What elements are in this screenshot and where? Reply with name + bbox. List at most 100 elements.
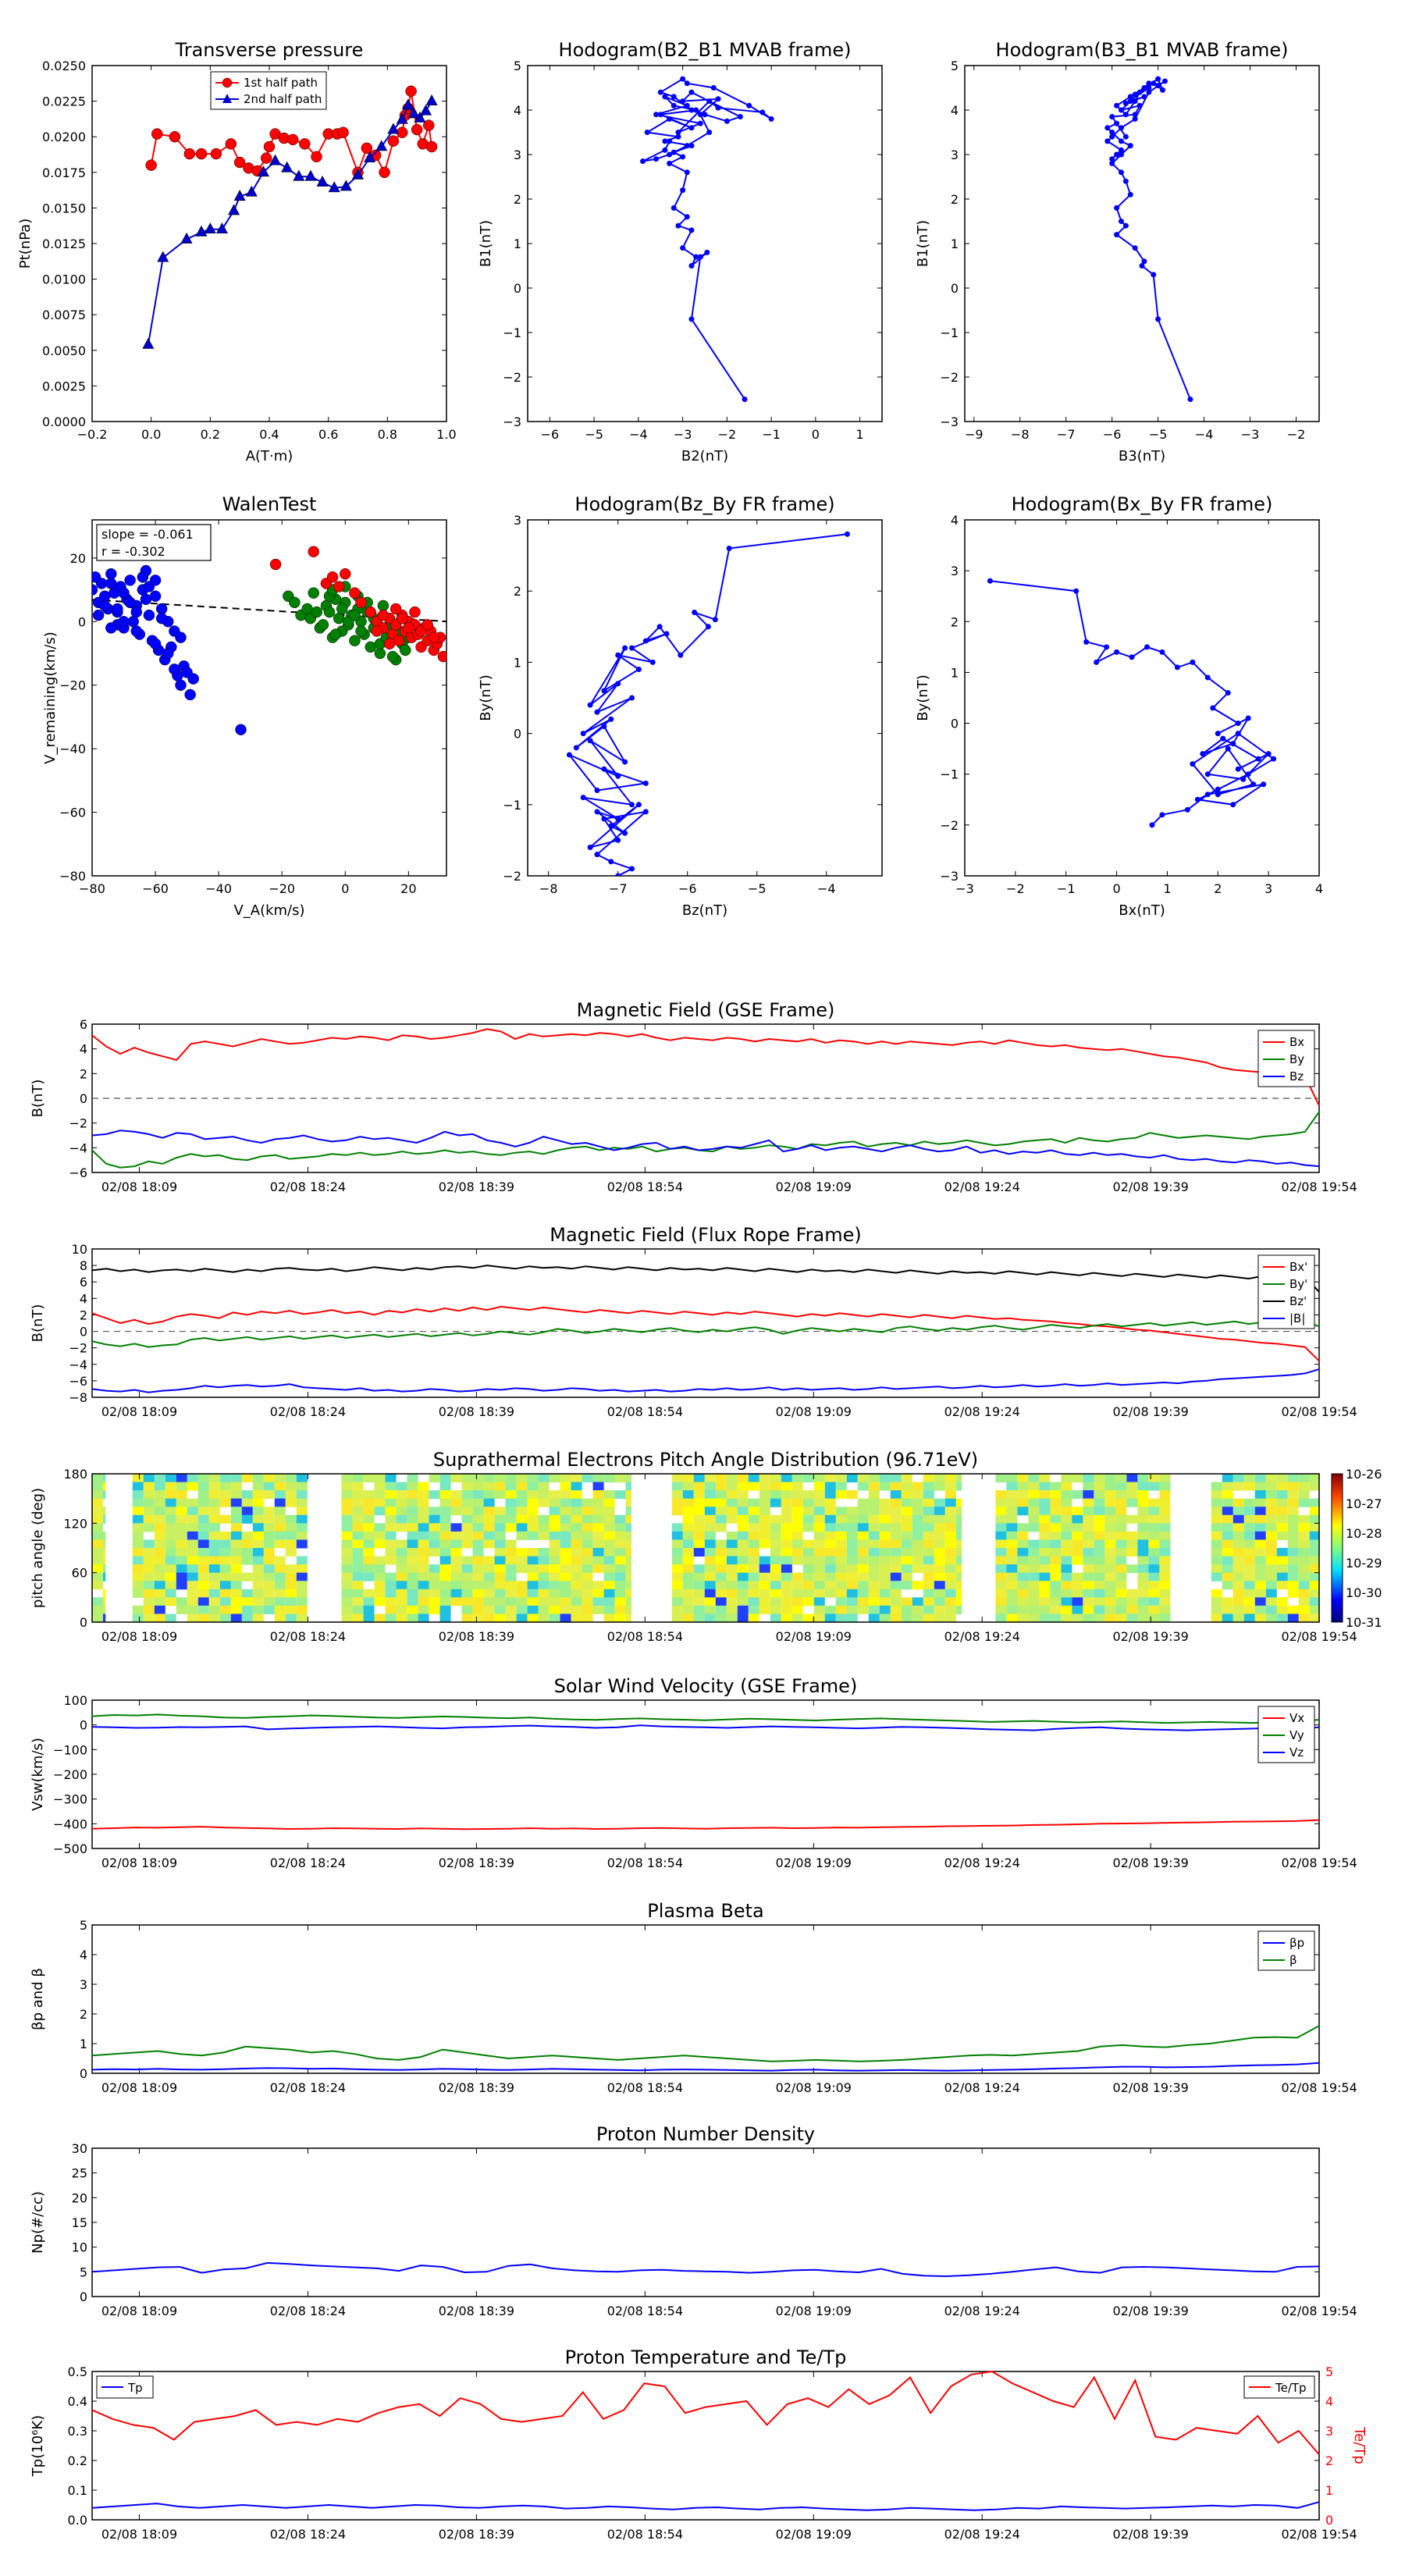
pad-heatmap-cell bbox=[1298, 1572, 1310, 1582]
h1-data-point bbox=[684, 143, 690, 149]
pad-heatmap-cell bbox=[494, 1597, 506, 1606]
ts6-legend-right-label: Te/Tp bbox=[1275, 2381, 1307, 2395]
pad-heatmap-cell bbox=[955, 1564, 962, 1574]
pad-heatmap-cell bbox=[1039, 1564, 1051, 1574]
pad-heatmap-cell bbox=[835, 1597, 847, 1606]
pad-heatmap-cell bbox=[418, 1581, 429, 1590]
h2-data-point bbox=[1146, 80, 1152, 87]
h1-data-point bbox=[667, 160, 673, 166]
pad-heatmap-cell bbox=[285, 1614, 297, 1623]
pad-heatmap-cell bbox=[165, 1572, 176, 1582]
pad-heatmap-cell bbox=[549, 1514, 560, 1524]
h2-data-point bbox=[1104, 125, 1111, 131]
pad-heatmap-cell bbox=[407, 1474, 418, 1483]
pad-heatmap-cell bbox=[1232, 1589, 1244, 1598]
pad-heatmap-cell bbox=[1159, 1523, 1171, 1532]
pad-heatmap-cell bbox=[143, 1548, 155, 1557]
pad-heatmap-cell bbox=[450, 1474, 462, 1483]
pad-heatmap-cell bbox=[571, 1556, 582, 1565]
h4-plot-area bbox=[987, 578, 1277, 828]
h1-ytick-label: 3 bbox=[514, 148, 521, 162]
h4-xtick-label: 2 bbox=[1214, 881, 1222, 896]
pt-x-axis-label: A(T·m) bbox=[246, 448, 293, 464]
pad-heatmap-cell bbox=[901, 1564, 912, 1574]
pad-heatmap-cell bbox=[374, 1614, 386, 1623]
pad-heatmap-cell bbox=[737, 1507, 749, 1516]
pad-heatmap-cell bbox=[726, 1531, 738, 1540]
wt-data-point bbox=[437, 650, 446, 663]
pad-heatmap-cell bbox=[285, 1581, 297, 1590]
pad-heatmap-cell bbox=[1104, 1523, 1116, 1532]
pad-heatmap-cell bbox=[1309, 1507, 1319, 1516]
h2-data-point bbox=[1109, 130, 1115, 135]
pad-heatmap-cell bbox=[341, 1605, 353, 1614]
pad-heatmap-cell bbox=[429, 1589, 440, 1598]
pad-heatmap-cell bbox=[208, 1482, 220, 1491]
pad-heatmap-cell bbox=[1050, 1539, 1062, 1549]
h1-data-point bbox=[657, 112, 663, 118]
pad-heatmap-cell bbox=[197, 1482, 209, 1491]
ts5-time-tick-label: 02/08 19:24 bbox=[944, 2304, 1020, 2318]
h3-data-point bbox=[615, 837, 621, 843]
pad-heatmap-cell bbox=[995, 1614, 1007, 1623]
pad-heatmap-cell bbox=[1104, 1605, 1116, 1614]
wt-data-point bbox=[124, 596, 136, 609]
pad-heatmap-cell bbox=[483, 1605, 495, 1614]
pad-heatmap-cell bbox=[934, 1539, 945, 1549]
pad-heatmap-cell bbox=[208, 1589, 220, 1598]
pad-heatmap-cell bbox=[737, 1531, 749, 1540]
pad-heatmap-cell bbox=[1028, 1490, 1040, 1500]
pad-heatmap-cell bbox=[560, 1531, 571, 1540]
pad-heatmap-cell bbox=[1159, 1531, 1171, 1540]
pt-data-point bbox=[293, 169, 305, 181]
pad-heatmap-cell bbox=[995, 1589, 1007, 1598]
pad-heatmap-cell bbox=[791, 1539, 803, 1549]
pad-heatmap-cell bbox=[693, 1507, 705, 1516]
ts5-time-tick-label: 02/08 19:09 bbox=[776, 2304, 852, 2318]
pad-heatmap-cell bbox=[1222, 1523, 1233, 1532]
pad-heatmap-cell bbox=[1222, 1581, 1233, 1590]
pad-heatmap-cell bbox=[538, 1597, 550, 1606]
pad-heatmap-cell bbox=[154, 1498, 165, 1507]
h4-title: Hodogram(Bx_By FR frame) bbox=[1012, 493, 1273, 515]
pad-heatmap-cell bbox=[715, 1523, 727, 1532]
pad-heatmap-cell bbox=[472, 1581, 484, 1590]
h3-data-point bbox=[844, 531, 850, 537]
wt-data-point bbox=[383, 638, 396, 650]
pad-heatmap-cell bbox=[582, 1523, 593, 1532]
pad-heatmap-cell bbox=[1094, 1514, 1105, 1524]
pad-heatmap-cell bbox=[505, 1564, 517, 1574]
h2-data-point bbox=[1127, 143, 1133, 149]
ts6-ytick-label: 0.0 bbox=[68, 2513, 87, 2528]
pad-heatmap-cell bbox=[879, 1539, 891, 1549]
ts1-title: Magnetic Field (GSE Frame) bbox=[577, 999, 835, 1021]
pt-data-point bbox=[145, 159, 157, 171]
h3-data-point bbox=[587, 845, 593, 851]
pad-heatmap-cell bbox=[1148, 1614, 1160, 1623]
pad-heatmap-cell bbox=[1243, 1474, 1255, 1483]
pad-heatmap-cell bbox=[1072, 1589, 1083, 1598]
pt-data-point bbox=[287, 133, 299, 146]
pad-heatmap-cell bbox=[1115, 1474, 1127, 1483]
pad-heatmap-cell bbox=[374, 1539, 386, 1549]
pad-heatmap-cell bbox=[1028, 1548, 1040, 1557]
h4-ytick-label: −1 bbox=[940, 767, 959, 782]
pad-heatmap-cell bbox=[132, 1482, 144, 1491]
pad-heatmap-cell bbox=[165, 1597, 176, 1606]
pad-heatmap-cell bbox=[1276, 1597, 1288, 1606]
pad-heatmap-cell bbox=[802, 1514, 814, 1524]
pad-heatmap-cell bbox=[1298, 1614, 1310, 1623]
pad-heatmap-cell bbox=[483, 1564, 495, 1574]
pad-heatmap-cell bbox=[944, 1605, 956, 1614]
pad-heatmap-cell bbox=[1276, 1605, 1288, 1614]
pad-heatmap-cell bbox=[824, 1564, 836, 1574]
pad-heatmap-cell bbox=[715, 1548, 727, 1557]
ts5-ytick-label: 30 bbox=[72, 2141, 87, 2156]
h1-xtick-label: 0 bbox=[812, 427, 820, 442]
pad-heatmap-cell bbox=[802, 1564, 814, 1574]
pad-heatmap-cell bbox=[187, 1548, 198, 1557]
pad-heatmap-cell bbox=[516, 1498, 528, 1507]
wt-data-point bbox=[355, 596, 367, 609]
pad-heatmap-cell bbox=[582, 1531, 593, 1540]
pad-heatmap-cell bbox=[352, 1539, 364, 1549]
